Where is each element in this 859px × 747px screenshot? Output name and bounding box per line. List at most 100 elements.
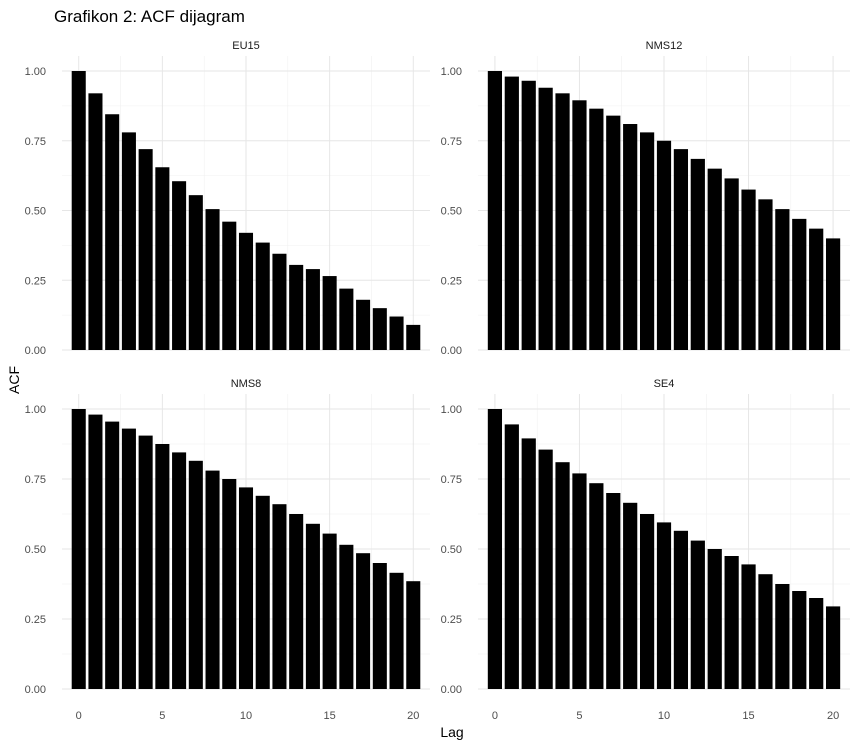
acf-bar	[138, 149, 153, 350]
acf-bar	[238, 232, 254, 350]
acf-bar	[121, 428, 136, 689]
acf-bar	[88, 93, 103, 350]
acf-bar	[623, 124, 638, 350]
acf-bar	[188, 195, 203, 350]
acf-bar	[792, 218, 807, 350]
acf-bar	[521, 438, 536, 689]
acf-bar	[138, 435, 153, 689]
y-tick-label: 1.00	[441, 66, 462, 78]
acf-bar	[690, 158, 705, 350]
facet-panel-nms12: 0.00 0.25 0.50 0.75 1.00 NMS12	[441, 40, 850, 357]
facet-panel-nms8: 0.00 0.25 0.50 0.75 1.00 0 5 10 15 20 NMS8	[25, 378, 430, 722]
acf-bar	[606, 493, 621, 689]
acf-bar	[289, 514, 304, 689]
acf-bar	[809, 228, 824, 350]
acf-bar	[406, 324, 421, 350]
acf-bar	[121, 132, 136, 350]
acf-bar	[222, 221, 237, 350]
y-tick-label: 0.00	[441, 345, 462, 357]
y-tick-label: 0.75	[441, 474, 462, 486]
acf-bar	[71, 409, 86, 689]
x-tick-label: 5	[576, 710, 582, 722]
acf-bar	[656, 522, 672, 689]
facet-panels: 0.00 0.25 0.50 0.75 1.00 EU15 0.00 0.25 0.50 0.75…	[25, 40, 850, 722]
acf-bar	[71, 71, 86, 350]
acf-bar	[639, 132, 655, 350]
acf-bar	[572, 473, 587, 689]
acf-bar	[389, 572, 404, 689]
acf-bar	[88, 414, 103, 689]
facet-strip-label: NMS12	[646, 40, 683, 52]
acf-bar	[775, 584, 790, 689]
acf-bar	[487, 71, 503, 350]
y-tick-label: 0.25	[25, 614, 46, 626]
acf-bar	[724, 556, 739, 689]
acf-bar	[792, 591, 807, 689]
y-axis-label: ACF	[6, 366, 22, 394]
acf-bar	[155, 167, 170, 350]
x-tick-label: 5	[159, 710, 165, 722]
acf-bar	[172, 452, 187, 689]
acf-bar	[555, 462, 570, 689]
acf-bar	[673, 149, 689, 350]
acf-bar	[606, 115, 621, 350]
x-tick-label: 0	[492, 710, 498, 722]
acf-bar	[656, 140, 672, 350]
acf-bar	[372, 563, 387, 689]
y-tick-label: 0.75	[441, 136, 462, 148]
acf-bar	[724, 178, 739, 350]
chart-title: Grafikon 2: ACF dijagram	[54, 7, 245, 26]
acf-bar	[406, 581, 421, 689]
facet-strip-label: SE4	[654, 378, 675, 390]
y-tick-label: 0.25	[25, 275, 46, 287]
acf-bar	[707, 168, 722, 350]
acf-bar	[825, 238, 841, 350]
acf-bar	[487, 409, 503, 689]
facet-strip-label: EU15	[232, 40, 260, 52]
y-tick-label: 0.50	[25, 544, 46, 556]
y-tick-label: 0.00	[441, 684, 462, 696]
x-tick-label: 20	[407, 710, 419, 722]
acf-bar	[188, 460, 203, 689]
y-tick-label: 0.75	[25, 136, 46, 148]
acf-bar	[555, 93, 570, 350]
y-tick-label: 1.00	[441, 404, 462, 416]
y-tick-label: 1.00	[25, 66, 46, 78]
acf-bar	[339, 544, 354, 689]
acf-bar	[305, 269, 320, 350]
acf-bar	[272, 253, 287, 350]
acf-bar	[639, 514, 655, 689]
acf-bar	[572, 100, 587, 350]
acf-bar	[707, 549, 722, 689]
acf-bar	[623, 502, 638, 689]
acf-bar	[105, 421, 120, 689]
acf-bar	[322, 533, 337, 689]
y-tick-label: 0.50	[441, 544, 462, 556]
acf-bar	[372, 308, 387, 350]
y-tick-label: 0.50	[25, 206, 46, 218]
acf-bar	[389, 316, 404, 350]
acf-bar	[521, 80, 536, 350]
acf-bar	[589, 483, 604, 689]
acf-bar	[155, 444, 170, 689]
acf-bar	[504, 424, 519, 689]
facet-panel-eu15: 0.00 0.25 0.50 0.75 1.00 EU15	[25, 40, 430, 357]
facet-panel-se4: 0.00 0.25 0.50 0.75 1.00 0 5 10 15 20 SE4	[441, 378, 850, 722]
acf-bar	[305, 523, 320, 689]
x-tick-label: 15	[324, 710, 336, 722]
acf-bar	[538, 87, 553, 351]
acf-bar	[356, 553, 371, 689]
acf-bar	[690, 540, 705, 689]
acf-bar	[255, 242, 270, 350]
y-tick-label: 0.50	[441, 206, 462, 218]
acf-bar	[255, 495, 270, 689]
acf-bar	[589, 108, 604, 350]
acf-bar	[322, 276, 337, 350]
acf-bar	[205, 470, 220, 689]
facet-strip-label: NMS8	[231, 378, 262, 390]
x-tick-label: 10	[240, 710, 252, 722]
acf-bar	[339, 288, 354, 350]
y-tick-label: 0.00	[25, 684, 46, 696]
acf-bar	[809, 598, 824, 689]
